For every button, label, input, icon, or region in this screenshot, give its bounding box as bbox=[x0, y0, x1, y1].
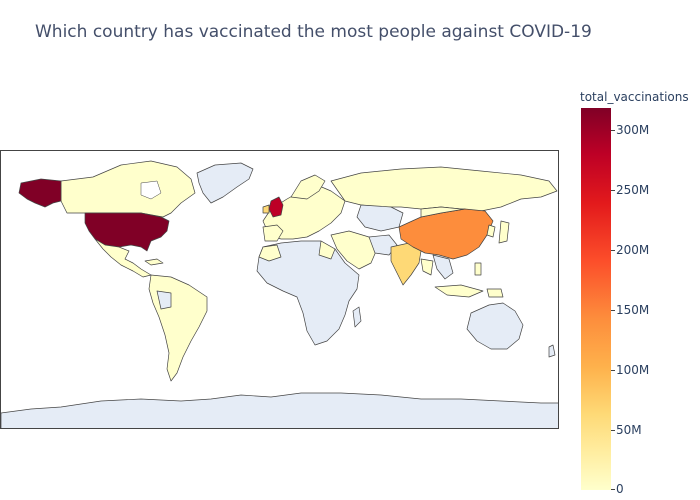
colorbar-tick: 300M bbox=[610, 123, 650, 137]
colorbar-tick: 0 bbox=[611, 482, 624, 496]
canada[interactable] bbox=[60, 160, 196, 218]
map-svg bbox=[1, 160, 559, 429]
world-map[interactable] bbox=[0, 150, 559, 429]
middle-east[interactable] bbox=[330, 230, 378, 270]
alaska[interactable] bbox=[18, 178, 62, 208]
colorbar-tick: 200M bbox=[610, 243, 650, 257]
chart-title: Which country has vaccinated the most pe… bbox=[35, 22, 592, 42]
colorbar-tick: 250M bbox=[610, 183, 650, 197]
russia[interactable] bbox=[330, 166, 558, 212]
australia[interactable] bbox=[466, 302, 524, 350]
mexico[interactable] bbox=[94, 238, 152, 278]
colorbar-tick: 100M bbox=[610, 363, 650, 377]
india[interactable] bbox=[390, 242, 422, 286]
colorbar-tick: 50M bbox=[611, 423, 642, 437]
antarctica[interactable] bbox=[1, 392, 559, 429]
colorbar-title: total_vaccinations bbox=[580, 90, 689, 104]
colorbar bbox=[581, 108, 611, 490]
usa[interactable] bbox=[84, 212, 170, 252]
colorbar-tick: 150M bbox=[610, 303, 650, 317]
greenland[interactable] bbox=[196, 162, 254, 204]
